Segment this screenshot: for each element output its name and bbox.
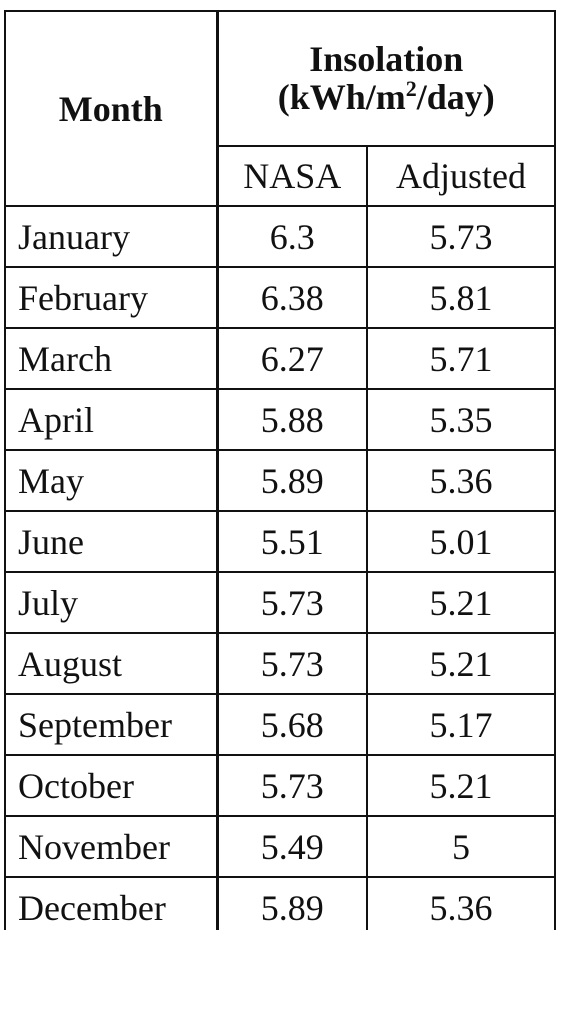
month-column-header: Month — [4, 10, 219, 207]
nasa-column-header: NASA — [216, 145, 368, 207]
month-cell: September — [4, 693, 219, 756]
insolation-header: Insolation (kWh/m2/day) — [215, 10, 557, 147]
month-cell: April — [4, 388, 219, 451]
insolation-unit-prefix: (kWh/m — [277, 76, 406, 117]
nasa-value-cell: 5.89 — [216, 876, 368, 930]
insolation-table: Month Insolation (kWh/m2/day) NASA Adjus… — [4, 10, 557, 930]
month-cell: October — [4, 754, 219, 817]
table-row: May 5.89 5.36 — [4, 449, 557, 512]
insolation-unit-suffix: /day) — [416, 76, 495, 117]
adjusted-value-cell: 5.17 — [365, 693, 557, 756]
month-cell: November — [4, 815, 219, 878]
table-row: March 6.27 5.71 — [4, 327, 557, 390]
adjusted-column-header: Adjusted — [365, 145, 557, 207]
table-row: December 5.89 5.36 — [4, 876, 557, 930]
month-cell: February — [4, 266, 219, 329]
nasa-value-cell: 5.49 — [216, 815, 368, 878]
nasa-value-cell: 6.38 — [216, 266, 368, 329]
month-cell: January — [4, 205, 219, 268]
nasa-value-cell: 5.51 — [216, 510, 368, 573]
month-cell: August — [4, 632, 219, 695]
adjusted-value-cell: 5.36 — [365, 449, 557, 512]
adjusted-value-cell: 5.36 — [365, 876, 557, 930]
table-row: April 5.88 5.35 — [4, 388, 557, 451]
table-row: June 5.51 5.01 — [4, 510, 557, 573]
nasa-value-cell: 5.73 — [216, 571, 368, 634]
table-row: August 5.73 5.21 — [4, 632, 557, 695]
month-cell: December — [4, 876, 219, 930]
adjusted-value-cell: 5.73 — [365, 205, 557, 268]
table-row: September 5.68 5.17 — [4, 693, 557, 756]
nasa-value-cell: 5.89 — [216, 449, 368, 512]
table-row: October 5.73 5.21 — [4, 754, 557, 817]
month-cell: June — [4, 510, 219, 573]
nasa-value-cell: 5.68 — [216, 693, 368, 756]
table-row: January 6.3 5.73 — [4, 205, 557, 268]
adjusted-value-cell: 5.21 — [365, 632, 557, 695]
table-body: January 6.3 5.73 February 6.38 5.81 March 6.27 5… — [4, 205, 557, 930]
adjusted-value-cell: 5 — [365, 815, 557, 878]
insolation-table-container: Month Insolation (kWh/m2/day) NASA Adjus… — [4, 10, 557, 930]
adjusted-value-cell: 5.35 — [365, 388, 557, 451]
nasa-value-cell: 6.27 — [216, 327, 368, 390]
adjusted-value-cell: 5.21 — [365, 571, 557, 634]
adjusted-value-cell: 5.21 — [365, 754, 557, 817]
nasa-value-cell: 5.73 — [216, 632, 368, 695]
table-row: July 5.73 5.21 — [4, 571, 557, 634]
table-row: February 6.38 5.81 — [4, 266, 557, 329]
insolation-unit-exponent: 2 — [405, 75, 417, 101]
adjusted-value-cell: 5.71 — [365, 327, 557, 390]
month-cell: May — [4, 449, 219, 512]
insolation-header-line1: Insolation — [309, 38, 464, 79]
nasa-value-cell: 5.73 — [216, 754, 368, 817]
month-cell: July — [4, 571, 219, 634]
adjusted-value-cell: 5.01 — [365, 510, 557, 573]
month-cell: March — [4, 327, 219, 390]
insolation-header-line2: (kWh/m2/day) — [219, 75, 555, 117]
table-row: November 5.49 5 — [4, 815, 557, 878]
nasa-value-cell: 6.3 — [216, 205, 368, 268]
adjusted-value-cell: 5.81 — [365, 266, 557, 329]
nasa-value-cell: 5.88 — [216, 388, 368, 451]
